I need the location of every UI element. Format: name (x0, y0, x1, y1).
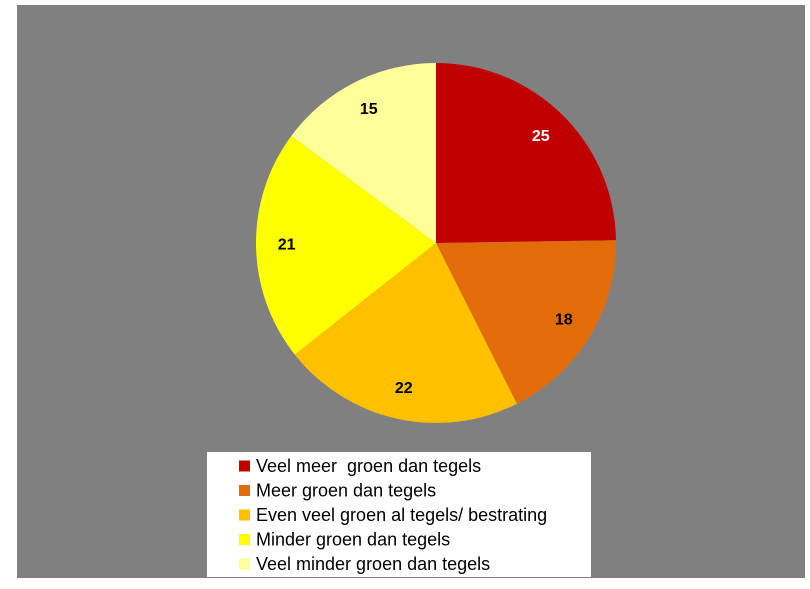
legend-label: Meer groen dan tegels (256, 480, 436, 500)
legend-label: Even veel groen al tegels/ bestrating (256, 505, 547, 525)
legend-marker (239, 509, 250, 521)
pie-slice (294, 243, 517, 424)
data-label: 22 (395, 380, 413, 397)
legend-marker (239, 534, 250, 545)
legend-label: Minder groen dan tegels (256, 529, 450, 549)
data-label: 25 (532, 128, 550, 145)
data-label: 21 (278, 237, 296, 254)
pie-slice (436, 240, 616, 404)
pie-slice (256, 135, 436, 355)
legend-marker (239, 460, 250, 472)
pie-slice (291, 63, 436, 243)
legend (207, 452, 591, 577)
legend-label: Veel minder groen dan tegels (256, 554, 490, 574)
data-label: 18 (555, 312, 573, 329)
pie-slice (436, 63, 616, 243)
legend-label: Veel meer groen dan tegels (256, 456, 481, 476)
legend-marker (239, 485, 250, 496)
legend-marker (239, 558, 250, 570)
data-label: 15 (360, 101, 378, 118)
